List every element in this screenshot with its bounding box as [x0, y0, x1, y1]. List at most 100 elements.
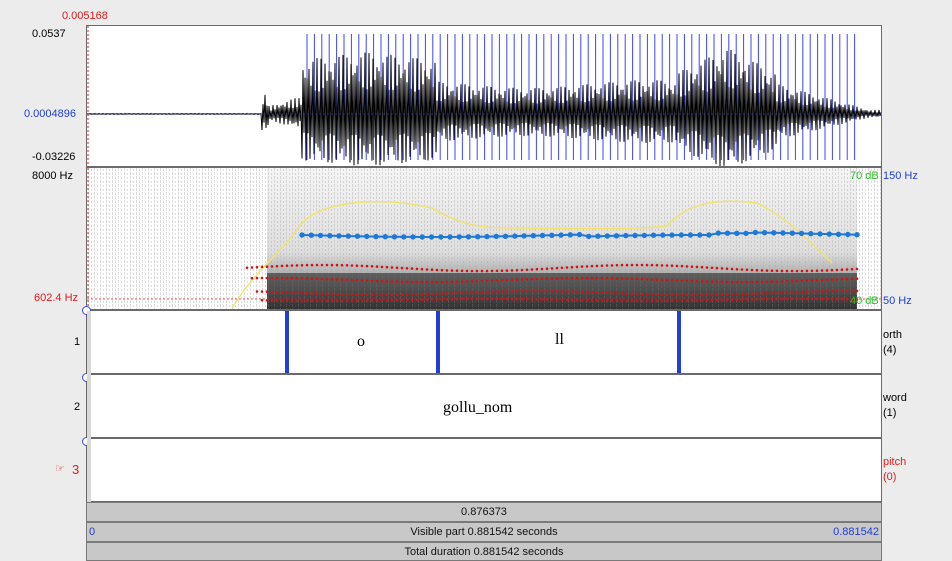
formant-point	[660, 264, 664, 267]
total-duration-bar[interactable]: Total duration 0.881542 seconds	[86, 542, 882, 561]
pitch-point	[382, 234, 388, 240]
pitch-point	[641, 232, 647, 239]
formant-point	[540, 267, 544, 271]
formant-point	[380, 265, 384, 269]
formant-point	[315, 292, 319, 295]
pitch-point	[789, 230, 795, 236]
formant-point	[620, 299, 624, 303]
formant-point	[370, 265, 374, 268]
pitch-point	[484, 233, 490, 240]
tier-1-count: (4)	[883, 344, 897, 356]
formant-point	[500, 278, 504, 282]
db-top-label: 70 dB	[850, 170, 879, 182]
formant-point	[565, 266, 569, 269]
pitch-point	[632, 232, 638, 239]
formant-point	[255, 276, 259, 280]
formant-point	[600, 276, 604, 280]
formant-point	[505, 290, 509, 293]
formant-point	[375, 293, 379, 297]
formant-point	[770, 291, 774, 295]
pitch-point	[761, 229, 768, 236]
visible-part-bar[interactable]: 0 Visible part 0.881542 seconds 0.881542	[86, 522, 882, 542]
formant-point	[760, 269, 764, 272]
formant-point	[320, 277, 324, 281]
formant-point	[675, 264, 679, 268]
formant-point	[715, 266, 719, 270]
tier-1-orth[interactable]: o ll	[86, 310, 882, 374]
formant-point	[400, 298, 404, 302]
formant-point	[775, 280, 779, 283]
tier-3-pitch[interactable]	[86, 438, 882, 502]
formant-point	[260, 265, 264, 269]
formant-point	[625, 263, 629, 267]
formant-point	[350, 299, 354, 303]
formant-point	[515, 297, 519, 301]
formant-point	[600, 299, 604, 302]
formant-point	[580, 276, 584, 280]
boundary-3[interactable]	[677, 311, 681, 373]
formant-point	[495, 269, 499, 273]
formant-point	[840, 289, 844, 293]
formant-point	[480, 269, 484, 273]
pitch-point	[669, 232, 675, 238]
formant-point	[455, 280, 459, 283]
formant-point	[340, 278, 344, 281]
formant-point	[295, 291, 299, 295]
waveform-panel[interactable]	[86, 25, 882, 167]
formant-point	[680, 264, 684, 268]
pitch-point	[410, 234, 416, 240]
formant-point	[535, 289, 539, 293]
formant-point	[730, 280, 734, 284]
boundary-1[interactable]	[285, 311, 289, 373]
formant-point	[715, 298, 719, 302]
tier-2-word[interactable]: gollu_nom	[86, 374, 882, 438]
formant-point	[495, 279, 499, 282]
formant-point	[275, 290, 279, 294]
pitch-point	[835, 231, 842, 238]
formant-point	[770, 269, 774, 272]
formant-point	[800, 269, 804, 273]
interval-text-ll[interactable]: ll	[555, 331, 564, 348]
formant-point	[485, 269, 489, 273]
pitch-point	[687, 232, 694, 238]
formant-point	[740, 298, 744, 301]
formant-point	[775, 291, 779, 295]
formant-point	[585, 265, 589, 268]
cursor-time-bar[interactable]: 0.876373	[86, 502, 882, 522]
formant-point	[765, 280, 769, 284]
formant-point	[395, 280, 399, 283]
formant-point	[695, 293, 699, 297]
formant-point	[640, 299, 644, 303]
formant-point	[700, 280, 704, 283]
formant-point	[355, 293, 359, 297]
formant-point	[290, 299, 294, 302]
waveform-graphic	[87, 26, 881, 166]
pitch-point	[447, 234, 453, 240]
pitch-point	[808, 230, 814, 237]
formant-point	[765, 291, 769, 295]
boundary-2[interactable]	[436, 311, 440, 373]
hand-pointer-icon: ☞	[55, 463, 65, 475]
formant-point	[635, 292, 639, 296]
pitch-point	[595, 233, 601, 239]
formant-point	[540, 277, 544, 280]
interval-text-o[interactable]: o	[357, 333, 365, 350]
pitch-point	[345, 233, 351, 239]
formant-point	[315, 263, 319, 267]
pitch-point	[706, 232, 712, 238]
formant-point	[780, 280, 784, 283]
formant-point	[565, 276, 569, 280]
formant-point	[360, 293, 364, 297]
formant-point	[550, 277, 554, 280]
spectrogram-panel[interactable]	[86, 167, 882, 310]
formant-point	[365, 293, 369, 297]
tier-1-marker-icon	[82, 306, 91, 315]
interval-text-gollu-nom[interactable]: gollu_nom	[443, 399, 513, 416]
formant-point	[695, 279, 699, 283]
formant-point	[345, 278, 349, 282]
formant-point	[535, 277, 539, 281]
formant-point	[270, 299, 274, 302]
formant-point	[460, 291, 464, 295]
formant-point	[390, 280, 394, 283]
formant-point	[565, 290, 569, 293]
